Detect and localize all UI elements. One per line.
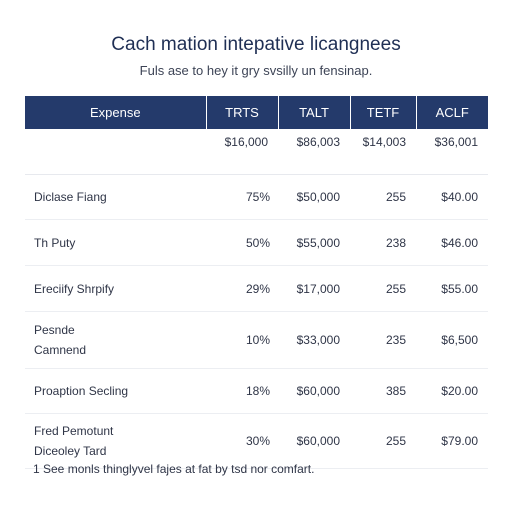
- table-cell: 255: [350, 265, 416, 312]
- row-name-line: Fred Pemotunt: [34, 424, 114, 438]
- row-name: Fred Pemotunt Diceoley Tard: [25, 413, 206, 469]
- table-cell: 255: [350, 174, 416, 220]
- row-name: Pesnde Camnend: [25, 311, 206, 369]
- table-cell: 255: [350, 413, 416, 469]
- table-cell: 238: [350, 219, 416, 266]
- table-row: Ereciify Shrpify 29% $17,000 255 $55.00: [25, 265, 488, 312]
- table-cell: 385: [350, 368, 416, 414]
- footnote: 1 See monls thinglyvel fajes at fat by t…: [33, 462, 315, 476]
- totals-cell: $36,001: [416, 129, 488, 175]
- row-name: Proaption Secling: [25, 368, 206, 414]
- table-cell: $46.00: [416, 219, 488, 266]
- column-header-4: ACLF: [416, 96, 488, 129]
- column-header-expense: Expense: [25, 96, 207, 129]
- row-name-line: Diceoley Tard: [34, 444, 107, 458]
- row-name-line: Diclase Fiang: [34, 190, 107, 204]
- table-cell: 50%: [206, 219, 278, 266]
- table-cell: $79.00: [416, 413, 488, 469]
- table-header-row: Expense TRTS TALT TETF ACLF: [25, 96, 488, 129]
- row-name: Diclase Fiang: [25, 174, 206, 220]
- table-cell: 75%: [206, 174, 278, 220]
- page-subtitle: Fuls ase to hey it gry svsilly un fensin…: [139, 63, 373, 78]
- expense-table: Expense TRTS TALT TETF ACLF $16,000 $86,…: [25, 96, 488, 469]
- row-name-line: Camnend: [34, 343, 87, 357]
- row-name-line: Proaption Secling: [34, 384, 129, 398]
- column-header-3: TETF: [350, 96, 417, 129]
- table-cell: $60,000: [278, 413, 350, 469]
- row-name: Ereciify Shrpify: [25, 265, 206, 312]
- row-name-line: Pesnde: [34, 323, 75, 337]
- table-row: Fred Pemotunt Diceoley Tard 30% $60,000 2…: [25, 413, 488, 469]
- table-cell: $50,000: [278, 174, 350, 220]
- table-cell: $17,000: [278, 265, 350, 312]
- table-row: Th Puty 50% $55,000 238 $46.00: [25, 219, 488, 266]
- table-cell: $55,000: [278, 219, 350, 266]
- row-name-line: Ereciify Shrpify: [34, 281, 115, 296]
- table-cell: 30%: [206, 413, 278, 469]
- row-name: Th Puty: [25, 219, 206, 266]
- column-header-1: TRTS: [206, 96, 279, 129]
- table-row: Pesnde Camnend 10% $33,000 235 $6,500: [25, 311, 488, 369]
- table-cell: $33,000: [278, 311, 350, 369]
- table-cell: $20.00: [416, 368, 488, 414]
- table-cell: $6,500: [416, 311, 488, 369]
- table-cell: 18%: [206, 368, 278, 414]
- table-cell: 235: [350, 311, 416, 369]
- table-row: Diclase Fiang 75% $50,000 255 $40.00: [25, 174, 488, 220]
- totals-row: $16,000 $86,003 $14,003 $36,001: [25, 129, 488, 175]
- table-cell: $40.00: [416, 174, 488, 220]
- totals-cell: $14,003: [350, 129, 416, 175]
- column-header-2: TALT: [278, 96, 351, 129]
- table-row: Proaption Secling 18% $60,000 385 $20.00: [25, 368, 488, 414]
- row-name-line: Th Puty: [34, 235, 76, 250]
- table-cell: 10%: [206, 311, 278, 369]
- table-cell: $60,000: [278, 368, 350, 414]
- totals-cell: $86,003: [278, 129, 350, 175]
- expense-table-container: Expense TRTS TALT TETF ACLF $16,000 $86,…: [25, 96, 488, 469]
- table-cell: 29%: [206, 265, 278, 312]
- table-cell: $55.00: [416, 265, 488, 312]
- totals-label: [25, 129, 206, 175]
- page-title: Cach mation intepative licangnees: [111, 34, 401, 55]
- totals-cell: $16,000: [206, 129, 278, 175]
